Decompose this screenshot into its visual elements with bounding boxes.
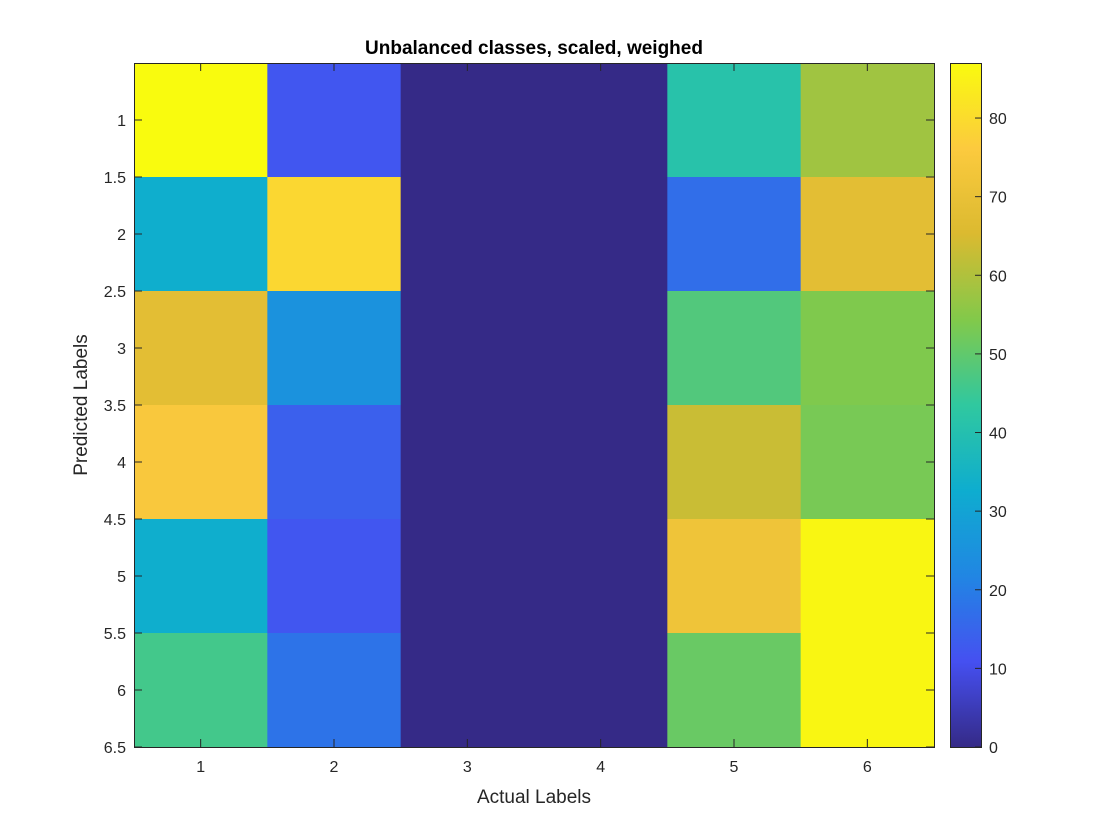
heatmap-cell [800,633,935,748]
heatmap-cell [800,519,935,634]
heatmap-cell [667,405,802,520]
y-tick-label: 2.5 [104,284,126,301]
heatmap-cell [534,177,668,292]
colorbar-tick-label: 50 [989,347,1007,364]
heatmap-cell [267,63,402,178]
chart-title: Unbalanced classes, scaled, weighed [365,38,703,59]
heatmap-cell [534,633,668,748]
y-axis-ticks: 1 1.5 2 2.5 3 3.5 4 4.5 5 5.5 6 6.5 [104,113,934,757]
heatmap-cells [134,63,935,748]
colorbar-tick-label: 60 [989,268,1007,285]
colorbar-gradient [950,63,981,747]
heatmap-cell [400,519,535,634]
heatmap-cell [800,177,935,292]
colorbar: 0 10 20 30 40 50 60 70 80 [950,63,1007,757]
heatmap-cell [267,291,402,406]
heatmap-cell [267,633,402,748]
heatmap-cell [667,519,802,634]
heatmap-cell [267,177,402,292]
heatmap-cell [134,519,268,634]
y-tick-label: 3.5 [104,398,126,415]
heatmap-cell [667,177,802,292]
heatmap-cell [267,405,402,520]
y-tick-label: 4 [117,455,126,472]
heatmap-cell [400,177,535,292]
heatmap-cell [400,633,535,748]
y-tick-label: 1.5 [104,170,126,187]
colorbar-tick-label: 0 [989,740,998,757]
colorbar-tick-label: 80 [989,111,1007,128]
heatmap-cell [534,405,668,520]
x-tick-label: 3 [463,759,472,776]
heatmap-cell [134,177,268,292]
x-tick-label: 1 [196,759,205,776]
y-tick-label: 5 [117,569,126,586]
x-tick-label: 6 [863,759,872,776]
heatmap-cell [400,291,535,406]
heatmap-cell [534,519,668,634]
heatmap-cell [134,633,268,748]
colorbar-frame [950,63,982,748]
y-tick-label: 2 [117,227,126,244]
x-tick-label: 5 [730,759,739,776]
heatmap-cell [134,405,268,520]
colorbar-tick-label: 70 [989,190,1007,207]
y-tick-label: 1 [117,113,126,130]
heatmap-cell [534,63,668,178]
heatmap-cell [534,291,668,406]
heatmap-cell [134,63,268,178]
x-tick-label: 4 [596,759,605,776]
y-tick-label: 5.5 [104,626,126,643]
colorbar-tick-label: 10 [989,661,1007,678]
heatmap-cell [800,405,935,520]
heatmap-cell [134,291,268,406]
colorbar-tick-label: 20 [989,583,1007,600]
heatmap-cell [667,63,802,178]
x-axis-label: Actual Labels [477,787,591,808]
y-tick-label: 6.5 [104,740,126,757]
heatmap-cell [667,633,802,748]
colorbar-tick-label: 30 [989,504,1007,521]
heatmap-cell [667,291,802,406]
colorbar-tick-label: 40 [989,426,1007,443]
heatmap-cell [800,63,935,178]
heatmap-cell [800,291,935,406]
y-tick-label: 4.5 [104,512,126,529]
x-axis-ticks: 1 2 3 4 5 6 [196,63,872,776]
y-tick-label: 3 [117,341,126,358]
heatmap-cell [400,405,535,520]
heatmap-cell [400,63,535,178]
heatmap-cell [267,519,402,634]
x-tick-label: 2 [330,759,339,776]
y-axis-label: Predicted Labels [71,334,92,476]
y-tick-label: 6 [117,683,126,700]
